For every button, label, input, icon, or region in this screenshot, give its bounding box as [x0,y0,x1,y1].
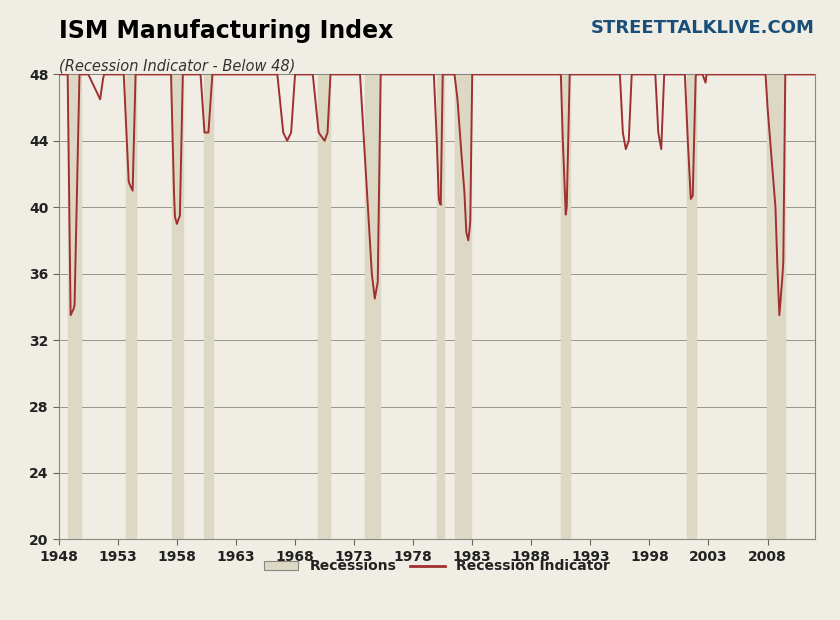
Bar [561,74,570,539]
Text: STREETTALKLIVE.COM: STREETTALKLIVE.COM [591,19,815,37]
Bar [126,74,135,539]
Legend: Recessions, Recession Indicator: Recessions, Recession Indicator [258,554,616,579]
Bar [454,74,471,539]
Bar [172,74,183,539]
Bar [68,74,81,539]
Bar [203,74,213,539]
Bar [365,74,380,539]
Bar [318,74,329,539]
Bar [437,74,444,539]
Bar [767,74,785,539]
Bar [687,74,696,539]
Text: ISM Manufacturing Index: ISM Manufacturing Index [59,19,393,43]
Text: (Recession Indicator - Below 48): (Recession Indicator - Below 48) [59,59,295,74]
